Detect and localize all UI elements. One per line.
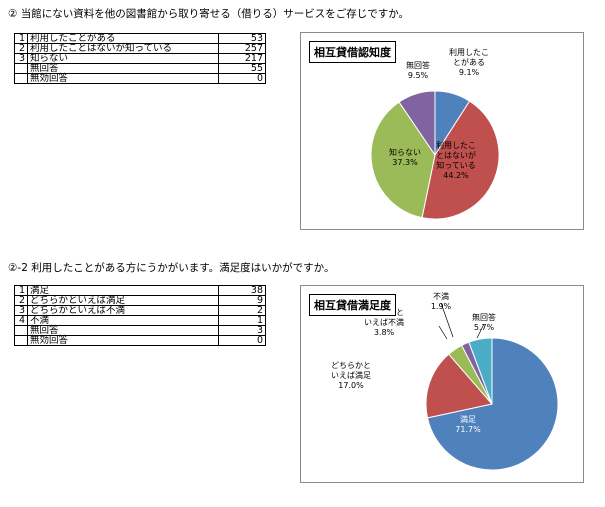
row-label: 利用したことがある <box>27 33 219 44</box>
row-number <box>14 73 28 84</box>
row-value: 53 <box>218 33 266 44</box>
row-number: 2 <box>14 43 28 54</box>
row-label: 無回答 <box>27 63 219 74</box>
row-number: 1 <box>14 33 28 44</box>
table-row: 1 利用したことがある 53 <box>14 33 266 44</box>
row-number <box>14 335 28 346</box>
table-row: 2 どちらかといえば満足 9 <box>14 295 266 306</box>
awareness-chart-panel: 利用したことがある 9.1% 利用したことはないが知っている 44.2% 知らない 37.… <box>300 32 584 230</box>
row-label: 無効回答 <box>27 73 219 84</box>
row-label: どちらかといえば満足 <box>27 295 219 306</box>
leader-line <box>438 325 448 340</box>
slice-label: 知らない 37.3% <box>389 147 421 167</box>
pie-slice <box>370 101 436 219</box>
leader-line <box>440 302 454 338</box>
row-value: 2 <box>218 305 266 316</box>
question-awareness: ② 当館にない資料を他の図書館から取り寄せる（借りる）サービスをご存じですか。 <box>8 8 410 20</box>
row-label: 利用したことはないが知っている <box>27 43 219 54</box>
awareness-chart-title: 相互貸借認知度 <box>309 41 396 63</box>
table-row: 無回答 55 <box>14 63 266 74</box>
row-label: 不満 <box>27 315 219 326</box>
row-label: 無回答 <box>27 325 219 336</box>
row-number: 3 <box>14 53 28 64</box>
table-row: 3 どちらかといえば不満 2 <box>14 305 266 316</box>
row-number: 2 <box>14 295 28 306</box>
row-value: 0 <box>218 73 266 84</box>
satisfaction-pie-chart: 満足71.7%どちらかといえば満足17.0%どちらかといえば不満3.8%不満1.… <box>331 292 559 471</box>
table-row: 4 不満 1 <box>14 315 266 326</box>
pie-slice <box>398 90 436 157</box>
slice-label: 利用したことはないが知っている 44.2% <box>436 140 476 180</box>
row-number: 1 <box>14 285 28 296</box>
slice-label: 不満 1.9% <box>431 292 452 311</box>
slice-label: どちらかといえば満足 17.0% <box>331 361 371 390</box>
row-label: 満足 <box>27 285 219 296</box>
slice-label: 無回答 9.5% <box>406 60 430 80</box>
table-row: 3 知らない 217 <box>14 53 266 64</box>
row-value: 55 <box>218 63 266 74</box>
satisfaction-chart-title: 相互貸借満足度 <box>309 294 396 316</box>
row-number <box>14 63 28 74</box>
question-satisfaction: ②-2 利用したことがある方にうかがいます。満足度はいかがですか。 <box>8 262 335 274</box>
slice-label: 利用したことがある 9.1% <box>449 47 489 77</box>
pie-slice <box>468 337 493 405</box>
row-value: 9 <box>218 295 266 306</box>
row-label: どちらかといえば不満 <box>27 305 219 316</box>
table-row: 1 満足 38 <box>14 285 266 296</box>
row-number: 3 <box>14 305 28 316</box>
awareness-table: 1 利用したことがある 53 2 利用したことはないが知っている 257 3 知らない 21… <box>14 33 266 84</box>
row-value: 0 <box>218 335 266 346</box>
row-number <box>14 325 28 336</box>
pie-slice <box>421 100 500 220</box>
awareness-pie-chart: 利用したことがある 9.1% 利用したことはないが知っている 44.2% 知らない 37.… <box>370 47 500 220</box>
table-row: 2 利用したことはないが知っている 257 <box>14 43 266 54</box>
pie-slice <box>425 353 493 419</box>
row-label: 無効回答 <box>27 335 219 346</box>
row-number: 4 <box>14 315 28 326</box>
satisfaction-table: 1 満足 38 2 どちらかといえば満足 9 3 どちらかといえば不満 2 4 不満 1 無回答… <box>14 285 266 346</box>
slice-label: 満足 71.7% <box>455 415 481 434</box>
satisfaction-chart-panel: 満足71.7%どちらかといえば満足17.0%どちらかといえば不満3.8%不満1.… <box>300 285 584 483</box>
row-value: 257 <box>218 43 266 54</box>
slice-label: 無回答 5.7% <box>472 312 496 332</box>
table-row: 無効回答 0 <box>14 335 266 346</box>
table-row: 無効回答 0 <box>14 73 266 84</box>
row-value: 3 <box>218 325 266 336</box>
pie-slice <box>426 337 559 471</box>
row-value: 1 <box>218 315 266 326</box>
row-value: 38 <box>218 285 266 296</box>
row-value: 217 <box>218 53 266 64</box>
table-row: 無回答 3 <box>14 325 266 336</box>
leader-line <box>476 323 485 339</box>
row-label: 知らない <box>27 53 219 64</box>
